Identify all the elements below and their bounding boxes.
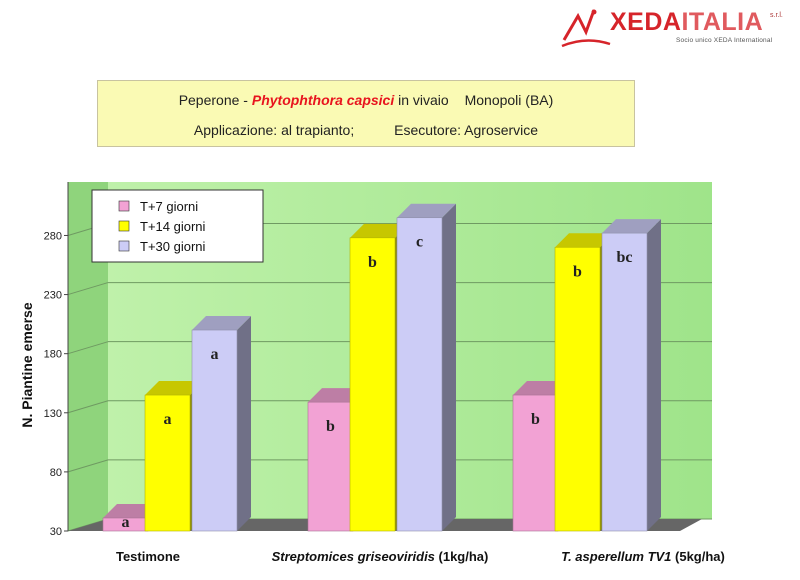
category-label-2: T. asperellum TV1 (5kg/ha) <box>561 549 725 564</box>
logo-suffix: s.r.l. <box>770 12 783 19</box>
bar-top-1-2 <box>555 233 614 248</box>
y-axis-title: N. Piantine emerse <box>19 302 35 427</box>
y-tick-label: 230 <box>44 290 62 302</box>
legend-label-0: T+7 giorni <box>140 199 198 214</box>
location-label: Monopoli (BA) <box>464 92 554 108</box>
gridline-side <box>67 341 109 355</box>
bar-side-2-0 <box>237 316 251 531</box>
bar-top-1-0 <box>145 381 204 396</box>
logo-brand-bold: XEDA <box>610 8 682 36</box>
bar-top-2-1 <box>397 203 456 218</box>
legend-label-1: T+14 giorni <box>140 219 206 234</box>
bar-letter-2-0: a <box>211 346 219 363</box>
y-tick-label: 180 <box>44 349 62 361</box>
legend-label-2: T+30 giorni <box>140 239 206 254</box>
bar-top-2-0 <box>192 316 251 331</box>
bar-top-1-1 <box>350 223 409 238</box>
bar-2-1 <box>396 217 443 532</box>
bar-letter-0-0: a <box>122 514 130 531</box>
xeda-italia-logo: XEDAITALIA s.r.l. Socio unico XEDA Inter… <box>560 6 796 50</box>
executor-label: Esecutore: Agroservice <box>394 122 539 138</box>
bar-letter-2-1: c <box>416 234 423 251</box>
bar-1-1 <box>349 237 396 532</box>
logo-ribbon-icon <box>561 9 611 48</box>
bar-letter-2-2: bc <box>617 249 633 266</box>
gridline-side <box>67 400 109 414</box>
crop-label: Peperone - <box>178 92 248 108</box>
logo-wordmark: XEDAITALIA <box>610 8 763 37</box>
y-tick-label: 280 <box>44 230 62 242</box>
bar-letter-0-1: b <box>326 418 335 435</box>
bar-letter-1-2: b <box>573 263 582 280</box>
bar-2-2 <box>601 232 648 532</box>
bar-letter-1-0: a <box>164 411 172 428</box>
bar-0-1 <box>307 401 354 532</box>
legend-swatch-0 <box>118 200 130 212</box>
y-tick-label: 80 <box>50 467 62 479</box>
bar-1-2 <box>554 246 601 532</box>
logo-brand-light: ITALIA <box>681 8 764 36</box>
bar-1-0 <box>144 394 191 532</box>
bar-side-2-2 <box>647 219 661 531</box>
bar-top-2-2 <box>602 219 661 234</box>
category-label-1: Streptomices griseoviridis (1kg/ha) <box>272 549 489 564</box>
site-label: in vivaio <box>398 92 449 108</box>
legend-swatch-1 <box>118 220 130 232</box>
pathogen-label: Phytophthora capsici <box>251 92 395 108</box>
bar-2-0 <box>191 329 238 532</box>
logo-tagline: Socio unico XEDA International <box>676 37 773 44</box>
bar-letter-0-2: b <box>531 411 540 428</box>
gridline-side <box>67 282 109 296</box>
plot-side-wall <box>68 182 108 531</box>
bar-letter-1-1: b <box>368 254 377 271</box>
application-label: Applicazione: al trapianto; <box>193 122 355 138</box>
trial-info-line-2: Applicazione: al trapianto; Esecutore: A… <box>98 122 634 138</box>
trial-info-box: Peperone - Phytophthora capsici in vivai… <box>97 80 635 147</box>
legend-swatch-2 <box>118 240 130 252</box>
gridline-side <box>67 459 109 473</box>
y-tick-label: 130 <box>44 408 62 420</box>
category-label-0: Testimone <box>116 549 180 564</box>
bar-side-2-1 <box>442 203 456 531</box>
trial-info-line-1: Peperone - Phytophthora capsici in vivai… <box>98 92 634 108</box>
y-tick-label: 30 <box>50 526 62 538</box>
